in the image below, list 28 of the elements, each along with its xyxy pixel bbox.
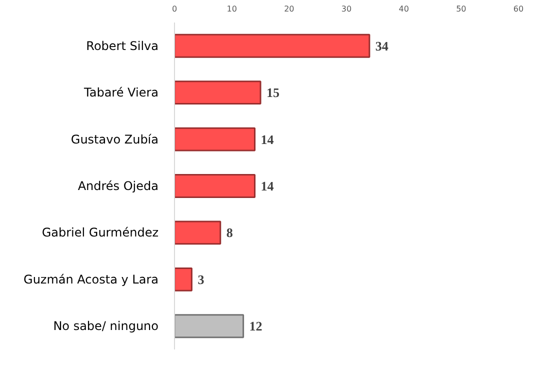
y-tick-label: Gustavo Zubía (70, 132, 159, 146)
x-tick-label: 60 (513, 4, 524, 14)
x-tick-label: 30 (341, 4, 352, 14)
data-label: 12 (249, 318, 262, 334)
y-tick-label: Andrés Ojeda (78, 179, 159, 193)
data-label: 15 (266, 85, 280, 100)
x-tick-label: 0 (172, 4, 178, 14)
y-tick-label: Tabaré Viera (83, 86, 158, 100)
y-tick-label: Robert Silva (86, 38, 159, 53)
data-label: 14 (260, 132, 274, 147)
data-label: 34 (375, 38, 389, 54)
x-tick-label: 20 (284, 4, 294, 14)
bar (174, 80, 262, 105)
bar (174, 127, 256, 152)
data-label: 8 (226, 225, 234, 240)
x-tick-label: 40 (398, 4, 409, 14)
bar (174, 267, 192, 292)
y-tick-label: No sabe/ ninguno (53, 319, 158, 334)
bar (174, 220, 222, 245)
x-tick-label: 50 (456, 4, 466, 14)
bar (174, 314, 244, 338)
y-tick-label: Guzmán Acosta y Lara (24, 272, 159, 286)
x-tick-label: 10 (226, 4, 237, 14)
data-label: 14 (260, 178, 274, 194)
data-label: 3 (198, 272, 205, 287)
bar (174, 34, 370, 58)
bar (174, 174, 256, 198)
y-tick-label: Gabriel Gurméndez (42, 226, 158, 240)
